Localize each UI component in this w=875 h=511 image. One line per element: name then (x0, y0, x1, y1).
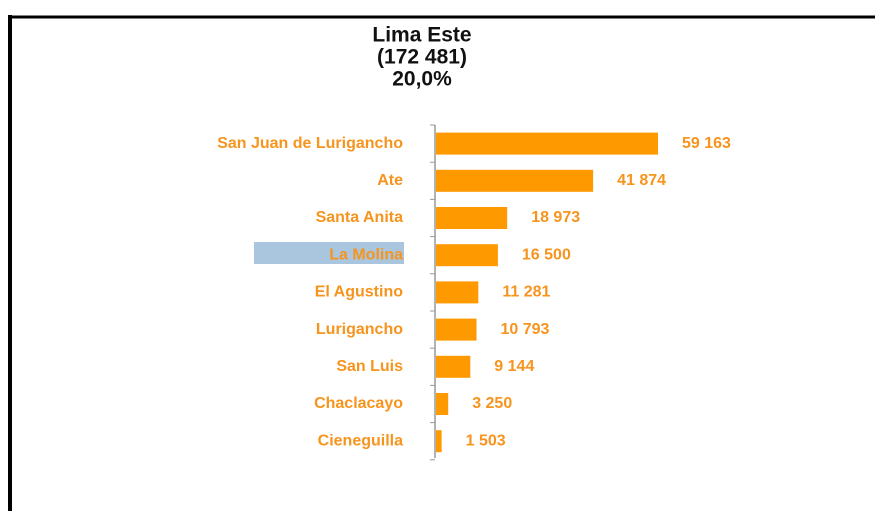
bar (436, 281, 479, 304)
bar (436, 169, 594, 192)
category-label: Ate (377, 172, 403, 189)
value-label: 11 281 (502, 284, 550, 301)
value-label: 3 250 (472, 395, 512, 412)
value-label: 18 973 (531, 209, 580, 226)
value-label: 1 503 (466, 432, 506, 449)
value-label: 16 500 (522, 246, 571, 263)
bar (436, 244, 498, 267)
category-label: San Juan de Lurigancho (217, 135, 403, 152)
chart-title: Lima Este (372, 24, 471, 47)
bar (436, 355, 471, 378)
category-label: San Luis (336, 358, 403, 375)
category-label: La Molina (329, 246, 403, 263)
category-label: Lurigancho (316, 321, 403, 338)
bar (436, 207, 508, 229)
bar (436, 132, 658, 155)
category-label: El Agustino (315, 284, 404, 301)
value-label: 10 793 (500, 321, 549, 338)
selection-highlight (254, 242, 404, 264)
value-label: 59 163 (682, 135, 731, 152)
category-label: Cieneguilla (318, 432, 403, 449)
bar (436, 318, 477, 341)
value-label: 41 874 (617, 172, 666, 189)
category-label: Santa Anita (316, 209, 404, 226)
bar (436, 430, 442, 453)
chart-subtitle: (172 481) (377, 46, 467, 69)
chart-annotation: 20,0% (392, 68, 452, 91)
bar (436, 393, 449, 415)
value-label: 9 144 (494, 358, 534, 375)
category-label: Chaclacayo (314, 395, 403, 412)
